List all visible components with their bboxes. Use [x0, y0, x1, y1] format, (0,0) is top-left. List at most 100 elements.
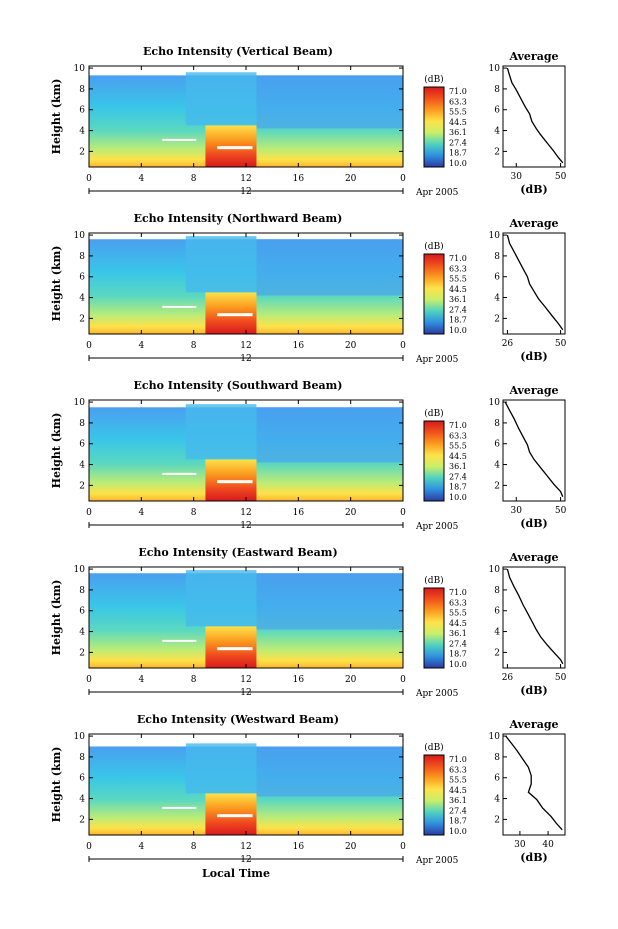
y-tick-label: 8: [79, 753, 85, 763]
x-tick-label: 4: [138, 675, 144, 685]
colorbar-label: 36.1: [449, 295, 467, 304]
y-tick-label: 4: [79, 127, 85, 137]
y-tick-label: 10: [74, 231, 86, 241]
colorbar-label: 55.5: [449, 108, 467, 117]
colorbar-label: 71.0: [449, 588, 467, 597]
x-tick-label: 20: [345, 675, 357, 685]
x-tick-label: 8: [191, 174, 197, 184]
x-tick-label: 12: [240, 341, 251, 351]
heatmap: [89, 72, 403, 167]
heatmap: [89, 236, 403, 334]
colorbar-label: 27.4: [449, 806, 467, 815]
date-label: Apr 2005: [415, 856, 459, 866]
x-tick-label: 16: [293, 174, 305, 184]
average-profile: Average 2 4 6 8 10 30 50 (dB): [489, 384, 567, 530]
x-tick-label: 0: [86, 508, 92, 518]
x-tick-label: 4: [138, 174, 144, 184]
colorbar-label: 27.4: [449, 639, 467, 648]
colorbar-label: 18.7: [449, 483, 467, 492]
date-axis-label: 12: [240, 688, 251, 698]
colorbar: [423, 86, 445, 168]
colorbar-label: 18.7: [449, 650, 467, 659]
panel-title: Echo Intensity (Eastward Beam): [138, 546, 337, 559]
profile-y-tick-label: 6: [494, 607, 500, 617]
profile-frame: [502, 65, 566, 168]
y-tick-label: 8: [79, 586, 85, 596]
y-tick-label: 4: [79, 461, 85, 471]
date-label: Apr 2005: [415, 689, 459, 699]
colorbar-unit: (dB): [424, 575, 443, 586]
colorbar-label: 18.7: [449, 149, 467, 158]
x-tick-label: 20: [345, 842, 357, 852]
upper-echo-column: [185, 404, 257, 460]
y-tick-label: 2: [79, 815, 85, 825]
colorbar-unit: (dB): [424, 74, 443, 85]
upper-echo-column: [185, 72, 257, 126]
profile-y-tick-label: 2: [494, 648, 500, 658]
bright-band-gap: [217, 647, 253, 651]
profile-y-tick-label: 6: [494, 106, 500, 116]
echo-gap: [162, 138, 197, 141]
colorbar-label: 10.0: [449, 326, 467, 335]
average-profile: Average 2 4 6 8 10 26 50 (dB): [489, 551, 567, 697]
x-tick-label: 8: [191, 842, 197, 852]
colorbar-label: 44.5: [449, 786, 467, 795]
profile-x-label: (dB): [520, 183, 547, 196]
profile-x-tick-label: 30: [511, 506, 523, 516]
x-tick-label: 0: [86, 675, 92, 685]
x-tick-label: 16: [293, 675, 305, 685]
colorbar-label: 27.4: [449, 138, 467, 147]
profile-x-tick-label: 50: [555, 172, 567, 182]
weak-echo-region: [256, 746, 403, 797]
average-profile: Average 2 4 6 8 10 30 40(dB): [489, 718, 566, 864]
colorbar: [423, 754, 445, 836]
colorbar-label: 36.1: [449, 796, 467, 805]
y-tick-label: 8: [79, 419, 85, 429]
profile-x-label: (dB): [520, 851, 547, 864]
date-axis-label: 12: [240, 855, 251, 865]
colorbar-label: 55.5: [449, 442, 467, 451]
heatmap: [89, 743, 403, 835]
profile-y-tick-label: 10: [489, 231, 501, 241]
panel-5: Echo Intensity (Westward Beam) 2 4 6 8 10 Heig…: [50, 713, 566, 866]
bright-band-gap: [217, 480, 253, 484]
x-tick-label: 0: [400, 675, 406, 685]
x-tick-label: 20: [345, 341, 357, 351]
profile-y-tick-label: 4: [494, 127, 500, 137]
panel-title: Echo Intensity (Vertical Beam): [143, 45, 333, 58]
colorbar-label: 55.5: [449, 275, 467, 284]
profile-y-tick-label: 10: [489, 565, 501, 575]
y-tick-label: 10: [74, 565, 86, 575]
colorbar-unit: (dB): [424, 742, 443, 753]
profile-x-label: (dB): [520, 684, 547, 697]
y-tick-label: 8: [79, 252, 85, 262]
colorbar-unit: (dB): [424, 408, 443, 419]
colorbar: [423, 587, 445, 669]
profile-y-tick-label: 4: [494, 294, 500, 304]
panel-3: Echo Intensity (Southward Beam) 2 4 6 8 10 Hei…: [50, 379, 567, 532]
x-tick-label: 20: [345, 508, 357, 518]
x-axis-label: Local Time: [202, 867, 270, 880]
colorbar-label: 71.0: [449, 755, 467, 764]
y-tick-label: 2: [79, 147, 85, 157]
y-tick-label: 10: [74, 732, 86, 742]
x-tick-label: 12: [240, 508, 251, 518]
y-tick-label: 6: [79, 106, 85, 116]
y-tick-label: 6: [79, 774, 85, 784]
colorbar-label: 63.3: [449, 264, 467, 273]
x-tick-label: 16: [293, 341, 305, 351]
colorbar-label: 55.5: [449, 609, 467, 618]
x-tick-label: 8: [191, 341, 197, 351]
x-tick-label: 0: [86, 842, 92, 852]
weak-echo-region: [256, 75, 403, 129]
colorbar-label: 44.5: [449, 619, 467, 628]
profile-y-tick-label: 2: [494, 481, 500, 491]
colorbar-label: 63.3: [449, 598, 467, 607]
profile-title: Average: [508, 384, 558, 397]
y-tick-label: 2: [79, 481, 85, 491]
x-tick-label: 16: [293, 842, 305, 852]
bright-band-gap: [217, 313, 253, 317]
average-profile: Average 2 4 6 8 10 26 50 (dB): [489, 217, 567, 363]
weak-echo-region: [256, 573, 403, 630]
profile-x-label: (dB): [520, 517, 547, 530]
